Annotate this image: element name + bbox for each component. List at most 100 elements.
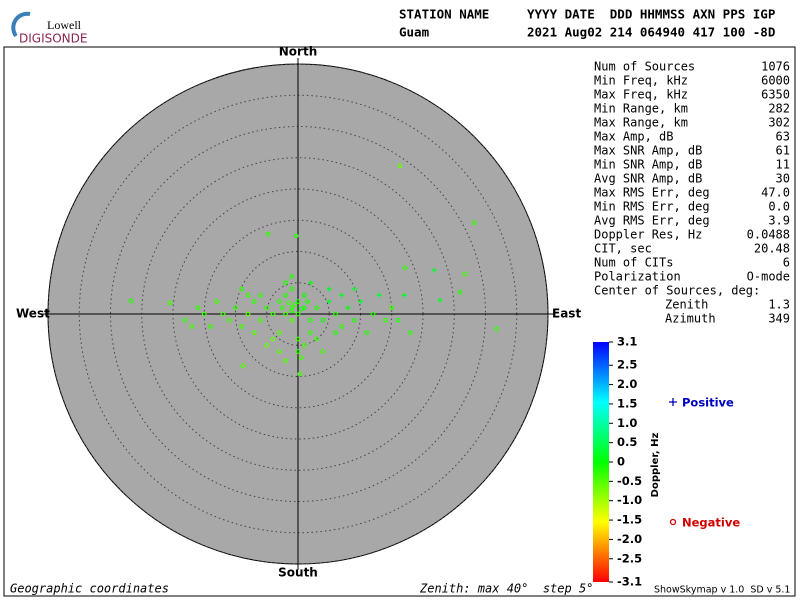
source-positive: [358, 299, 363, 304]
source-positive: [401, 292, 407, 298]
source-negative: [258, 317, 263, 323]
colorbar-tick-label: -2.0: [617, 532, 642, 546]
source-negative: [298, 355, 304, 361]
colorbar-tick-label: -3.1: [617, 575, 642, 589]
colorbar-tick-label: -2.5: [617, 551, 642, 565]
source-negative: [240, 363, 246, 369]
source-negative: [245, 311, 251, 317]
source-negative: [301, 342, 307, 348]
source-positive: [339, 292, 345, 298]
source-negative: [279, 305, 285, 311]
stat-label: Max Range, km: [594, 116, 688, 130]
station-label: STATION NAME: [399, 7, 489, 22]
source-negative: [258, 292, 263, 298]
source-negative: [389, 305, 395, 311]
source-negative: [286, 300, 292, 306]
source-negative: [295, 349, 301, 354]
source-negative: [298, 306, 304, 312]
center-title: Center of Sources, deg:: [594, 284, 760, 298]
source-positive: [345, 305, 351, 311]
source-negative: [289, 317, 295, 323]
station: Guam: [399, 25, 430, 40]
source-negative: [320, 349, 326, 354]
source-negative: [182, 317, 188, 323]
stat-label: Num of CITs: [594, 256, 673, 270]
colorbar: 3.1 2.5 2.0 1.5 1.0 0.5 0 -0.5 -1.0 -1.5 -2.0 -2.5 -…: [593, 335, 740, 589]
stat-value: 0.0: [768, 200, 790, 214]
stat-label: Min Range, km: [594, 102, 688, 116]
stat-label: Avg SNR Amp, dB: [594, 172, 702, 186]
source-negative: [397, 163, 403, 169]
source-negative: [297, 371, 303, 377]
stat-label: Num of Sources: [594, 60, 695, 74]
colorbar-tick-label: 0: [617, 455, 625, 469]
stat-label: Min RMS Err, deg: [594, 200, 710, 214]
stat-value: 61: [776, 144, 790, 158]
source-negative: [289, 274, 295, 279]
source-negative: [383, 317, 388, 323]
source-negative: [333, 330, 338, 336]
stat-label: Max RMS Err, deg: [594, 186, 710, 200]
stat-value: 302: [768, 116, 790, 130]
source-negative: [408, 330, 413, 336]
source-negative: [457, 289, 463, 295]
source-negative: [283, 292, 288, 298]
compass-north: North: [279, 45, 317, 59]
compass-south: South: [278, 566, 318, 580]
center-label: Zenith: [665, 298, 708, 312]
colorbar-tick-label: 3.1: [617, 335, 637, 349]
fields: 2021 Aug02 214 064940 417 100 -8D: [527, 25, 775, 40]
source-negative: [276, 349, 282, 354]
source-negative: [233, 305, 238, 311]
center-value: 349: [768, 312, 790, 326]
source-negative: [226, 317, 232, 323]
compass-west: West: [16, 307, 50, 321]
source-negative: [370, 311, 376, 317]
source-negative: [320, 317, 326, 323]
source-negative: [295, 299, 301, 304]
source-negative: [214, 299, 220, 304]
source-negative: [270, 336, 276, 342]
source-negative: [333, 311, 338, 317]
source-negative: [167, 300, 173, 306]
stat-label: Max SNR Amp, dB: [594, 144, 702, 158]
source-negative: [289, 286, 295, 292]
source-negative: [128, 298, 134, 304]
source-negative: [276, 299, 282, 304]
stat-label: Avg RMS Err, deg: [594, 214, 710, 228]
stat-label: CIT, sec: [594, 242, 652, 256]
stat-value: 63: [776, 130, 790, 144]
logo-top: Lowell: [47, 18, 82, 32]
source-negative: [304, 299, 310, 304]
stats: Num of Sources 1076 Min Freq, kHz 6000 Max F…: [594, 60, 790, 326]
stat-value: 20.48: [754, 242, 790, 256]
stat-value: 282: [768, 102, 790, 116]
stat-value: 0.0488: [747, 228, 790, 242]
source-negative: [270, 311, 276, 317]
source-positive: [351, 286, 357, 292]
footer-right: ShowSkymap v 1.0 SD v 5.1: [654, 585, 790, 596]
source-negative: [189, 324, 195, 329]
colorbar-tick-label: 1.0: [617, 416, 637, 430]
source-positive: [326, 299, 332, 304]
stat-value: 30: [776, 172, 790, 186]
logo-bottom: DIGISONDE: [19, 32, 87, 46]
stat-value: 6350: [761, 88, 790, 102]
source-negative: [293, 233, 299, 239]
colorbar-tick-label: -0.5: [617, 474, 642, 488]
stat-label: Polarization: [594, 270, 681, 284]
stat-value: O-mode: [747, 270, 790, 284]
source-positive: [376, 292, 382, 298]
center-label: Azimuth: [665, 312, 716, 326]
source-negative: [195, 305, 201, 311]
source-negative: [245, 292, 251, 298]
frame: [3, 46, 796, 597]
source-negative: [308, 317, 313, 323]
stat-value: 6000: [761, 74, 790, 88]
source-positive: [326, 286, 332, 292]
source-positive: [308, 280, 313, 286]
source-negative: [264, 305, 270, 311]
source-negative: [364, 330, 370, 336]
source-negative: [494, 326, 500, 332]
